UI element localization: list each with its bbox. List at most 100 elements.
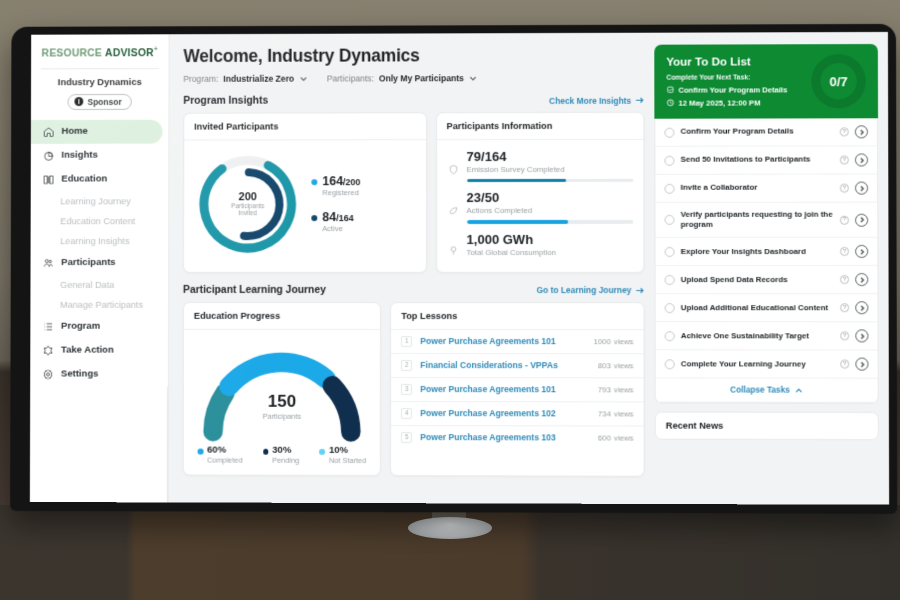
sponsor-icon xyxy=(74,97,84,107)
todo-item-label: Achieve One Sustainability Target xyxy=(680,330,809,341)
list-item[interactable]: Achieve One Sustainability Target ? xyxy=(655,322,878,351)
app-logo[interactable]: RESOURCE ADVISOR+ xyxy=(31,42,169,68)
table-row[interactable]: 4 Power Purchase Agreements 102 734 views xyxy=(391,401,644,427)
help-icon[interactable]: ? xyxy=(839,183,849,193)
main-left-column: Welcome, Industry Dynamics Program: Indu… xyxy=(182,45,645,504)
sidebar-item-learning-insights[interactable]: Learning Insights xyxy=(60,235,130,246)
gauge-center-number: 150 xyxy=(267,391,297,411)
donut-center-caption-2: Invited xyxy=(238,210,258,218)
help-icon[interactable]: ? xyxy=(840,331,850,341)
list-item[interactable]: Upload Additional Educational Content ? xyxy=(655,294,878,323)
legend-item-pending: 30% Pending xyxy=(262,444,300,465)
sidebar-item-label: Take Action xyxy=(60,344,114,356)
table-row[interactable]: 5 Power Purchase Agreements 103 600 views xyxy=(391,426,643,450)
list-item[interactable]: Confirm Your Program Details ? xyxy=(655,118,878,147)
lesson-link[interactable]: Power Purchase Agreements 102 xyxy=(420,408,556,419)
checkbox-icon[interactable] xyxy=(664,214,675,225)
sponsor-label: Sponsor xyxy=(87,96,122,107)
help-icon[interactable]: ? xyxy=(839,127,849,137)
go-button[interactable] xyxy=(854,125,868,139)
list-item[interactable]: Invite a Collaborator ? xyxy=(655,174,878,203)
go-button[interactable] xyxy=(855,329,869,343)
check-more-insights-link[interactable]: Check More Insights xyxy=(549,95,644,105)
program-filter[interactable]: Program: Industrialize Zero xyxy=(183,74,308,84)
legend-item-active: 84/164 Active xyxy=(311,210,360,233)
chevron-right-icon xyxy=(858,157,864,163)
checkbox-icon[interactable] xyxy=(664,359,675,370)
checkbox-icon[interactable] xyxy=(664,127,675,138)
sidebar-item-education[interactable]: Education xyxy=(31,167,169,191)
todo-item-label: Upload Additional Educational Content xyxy=(680,302,829,312)
go-button[interactable] xyxy=(855,245,869,259)
sponsor-badge[interactable]: Sponsor xyxy=(67,93,132,110)
go-button[interactable] xyxy=(855,213,869,227)
participants-filter-value: Only My Participants xyxy=(378,73,464,84)
list-item[interactable]: Verify participants requesting to join t… xyxy=(655,202,878,239)
table-row[interactable]: 1 Power Purchase Agreements 101 1000 view… xyxy=(391,329,644,354)
help-icon[interactable]: ? xyxy=(840,303,850,313)
program-insights-cards: Invited Participants xyxy=(183,111,645,273)
checkbox-icon[interactable] xyxy=(664,302,675,313)
views-suffix: views xyxy=(613,336,634,346)
todo-subtitle: Complete Your Next Task: xyxy=(666,73,751,82)
go-button[interactable] xyxy=(854,181,869,195)
sidebar-nav: Home Insights Education Learning Journey… xyxy=(30,119,168,386)
legend-total: /200 xyxy=(343,177,361,188)
list-item[interactable]: Complete Your Learning Journey ? xyxy=(655,350,878,379)
go-button[interactable] xyxy=(855,273,869,287)
help-icon[interactable]: ? xyxy=(839,247,850,257)
chevron-right-icon xyxy=(858,129,864,135)
checklist-icon xyxy=(666,86,674,94)
sidebar-item-manage-participants[interactable]: Manage Participants xyxy=(60,299,144,310)
todo-item-label: Invite a Collaborator xyxy=(680,183,758,193)
monitor-bezel: RESOURCE ADVISOR+ Industry Dynamics Spon… xyxy=(10,23,898,514)
invited-legend: 164/200 Registered 84/164 Active xyxy=(309,174,361,233)
card-title: Invited Participants xyxy=(184,113,426,141)
list-item[interactable]: Upload Spend Data Records ? xyxy=(655,266,878,295)
invited-participants-donut: 200 Participants Invited xyxy=(194,150,301,258)
gear-icon xyxy=(42,368,54,380)
todo-due-date: 12 May 2025, 12:00 PM xyxy=(666,98,787,107)
checkbox-icon[interactable] xyxy=(664,183,675,194)
lesson-link[interactable]: Power Purchase Agreements 103 xyxy=(420,432,556,443)
checkbox-icon[interactable] xyxy=(664,330,675,341)
sidebar-item-education-content[interactable]: Education Content xyxy=(60,215,136,226)
sidebar-item-program[interactable]: Program xyxy=(30,314,168,338)
lesson-link[interactable]: Financial Considerations - VPPAs xyxy=(420,360,558,371)
sidebar-item-general-data[interactable]: General Data xyxy=(60,279,115,290)
checkbox-icon[interactable] xyxy=(664,246,675,257)
participants-filter[interactable]: Participants: Only My Participants xyxy=(327,73,477,84)
todo-item-label: Verify participants requesting to join t… xyxy=(680,209,833,229)
table-row[interactable]: 2 Financial Considerations - VPPAs 803 vi… xyxy=(391,353,644,378)
go-button[interactable] xyxy=(855,301,869,315)
checkbox-icon[interactable] xyxy=(664,274,675,285)
chevron-right-icon xyxy=(858,185,864,191)
go-to-learning-journey-link[interactable]: Go to Learning Journey xyxy=(537,285,645,295)
table-row[interactable]: 3 Power Purchase Agreements 101 793 views xyxy=(391,377,644,403)
help-icon[interactable]: ? xyxy=(839,215,849,225)
help-icon[interactable]: ? xyxy=(839,155,849,165)
sidebar-item-participants[interactable]: Participants xyxy=(31,251,169,275)
top-lessons-list: 1 Power Purchase Agreements 101 1000 view… xyxy=(391,329,644,450)
sidebar-item-home[interactable]: Home xyxy=(30,119,163,144)
legend-label: Pending xyxy=(272,455,300,465)
sidebar-item-settings[interactable]: Settings xyxy=(30,362,168,386)
help-icon[interactable]: ? xyxy=(840,275,850,285)
legend-total: /164 xyxy=(336,213,354,224)
stat-number: 23/50 xyxy=(466,190,500,206)
go-button[interactable] xyxy=(854,153,869,167)
help-icon[interactable]: ? xyxy=(840,359,850,369)
chevron-right-icon xyxy=(859,361,865,367)
sidebar-item-insights[interactable]: Insights xyxy=(31,143,169,167)
sidebar-item-learning-journey[interactable]: Learning Journey xyxy=(60,195,131,206)
go-button[interactable] xyxy=(855,357,869,371)
lesson-link[interactable]: Power Purchase Agreements 101 xyxy=(420,336,556,347)
checkbox-icon[interactable] xyxy=(664,155,675,166)
sidebar-item-take-action[interactable]: Take Action xyxy=(30,338,168,362)
lesson-link[interactable]: Power Purchase Agreements 101 xyxy=(420,384,556,395)
list-item[interactable]: Send 50 Invitations to Participants ? xyxy=(655,146,878,175)
todo-next-task: Confirm Your Program Details xyxy=(666,85,787,94)
collapse-tasks-button[interactable]: Collapse Tasks xyxy=(655,378,878,404)
list-item[interactable]: Explore Your Insights Dashboard ? xyxy=(655,238,878,267)
education-progress-card: Education Progress 150 Parti xyxy=(182,301,382,477)
